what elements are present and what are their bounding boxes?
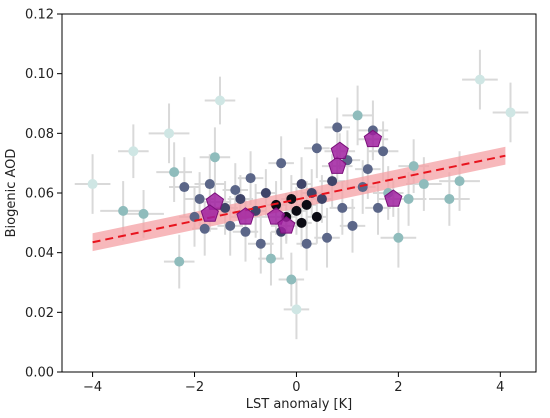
y-tick-label: 0.06 [25, 187, 54, 202]
x-tick-label: −2 [185, 380, 204, 395]
data-point [301, 238, 312, 249]
highlight-layer [200, 129, 403, 234]
data-point [332, 122, 343, 133]
x-tick-label: 0 [292, 380, 300, 395]
y-axis-ticks: 0.00 0.02 0.04 0.06 0.08 0.10 0.12 [25, 8, 62, 381]
y-axis-label: Biogenic AOD [4, 149, 19, 238]
data-point [255, 238, 266, 249]
data-point [118, 205, 129, 216]
x-tick-label: −4 [83, 380, 102, 395]
data-point [87, 179, 98, 190]
highlight-pentagon [328, 156, 347, 174]
y-tick-label: 0.12 [25, 8, 54, 23]
data-point [174, 256, 185, 267]
data-point [327, 176, 338, 187]
highlight-pentagon [200, 204, 219, 222]
data-point [418, 179, 429, 190]
data-point [164, 128, 175, 139]
x-axis-ticks: −4 −2 0 2 4 [83, 372, 504, 395]
data-point [444, 193, 455, 204]
data-point [316, 193, 327, 204]
data-point [286, 274, 297, 285]
data-point [271, 199, 282, 210]
data-point [337, 202, 348, 213]
data-point [209, 152, 220, 163]
highlight-pentagon [277, 216, 296, 234]
data-point [194, 193, 205, 204]
data-point [240, 226, 251, 237]
y-tick-label: 0.10 [25, 67, 54, 82]
data-point [311, 143, 322, 154]
highlight-pentagon [330, 141, 349, 159]
data-point [215, 95, 225, 106]
data-point [235, 193, 246, 204]
highlight-pentagon [266, 207, 286, 225]
x-tick-label: 2 [394, 380, 402, 395]
data-point [230, 185, 241, 196]
data-point [291, 205, 302, 216]
data-point [204, 179, 215, 190]
data-point [245, 173, 256, 184]
data-point [265, 253, 276, 264]
data-point [199, 223, 210, 234]
data-point [373, 202, 383, 213]
data-point [474, 74, 485, 85]
regression-line-layer [92, 154, 506, 244]
data-point [352, 110, 363, 121]
data-point [291, 304, 302, 315]
data-point [347, 220, 358, 231]
data-point [138, 208, 149, 219]
data-point [276, 158, 287, 169]
data-point [311, 211, 322, 222]
highlight-pentagon [363, 129, 383, 148]
data-point [393, 232, 404, 243]
data-point [357, 182, 368, 193]
x-tick-label: 4 [496, 380, 504, 395]
data-point [128, 146, 139, 157]
highlight-pentagon [384, 189, 403, 207]
y-tick-label: 0.08 [25, 127, 54, 142]
data-point [301, 199, 312, 210]
y-tick-label: 0.00 [25, 366, 54, 381]
data-point [225, 220, 236, 231]
data-point [296, 179, 307, 190]
data-point [362, 164, 373, 175]
data-point [322, 232, 333, 243]
regression-line [92, 154, 506, 244]
data-point [378, 146, 389, 157]
data-point [286, 193, 297, 204]
y-tick-label: 0.02 [25, 306, 54, 321]
data-point [260, 188, 271, 198]
highlight-pentagon [236, 207, 255, 225]
data-point [403, 193, 414, 204]
data-point [408, 161, 419, 172]
data-point [296, 217, 307, 228]
data-point [220, 202, 231, 213]
data-point [505, 107, 516, 118]
data-point [169, 167, 180, 178]
y-tick-label: 0.04 [25, 246, 54, 261]
data-point [179, 182, 190, 193]
x-axis-label: LST anomaly [K] [246, 397, 352, 412]
data-point [454, 176, 465, 187]
